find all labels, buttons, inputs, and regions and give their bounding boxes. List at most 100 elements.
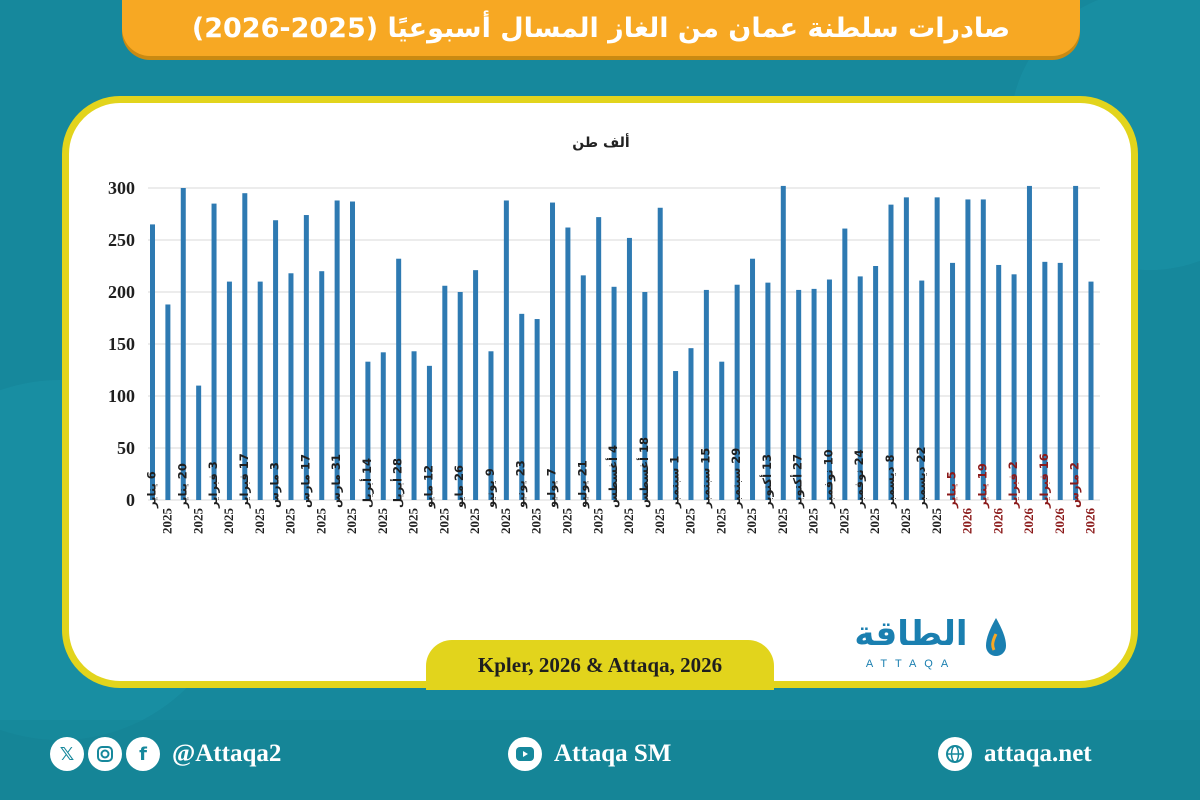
- x-icon[interactable]: 𝕏: [50, 737, 84, 771]
- bar: [1011, 274, 1017, 500]
- x-tick-year: 2025: [744, 508, 759, 535]
- x-tick-year: 2025: [375, 508, 390, 535]
- instagram-icon[interactable]: [88, 737, 122, 771]
- logo-english: ATTAQA: [865, 658, 957, 670]
- bar: [457, 292, 463, 500]
- bar: [411, 351, 417, 500]
- bar: [842, 228, 848, 500]
- bar: [165, 304, 171, 500]
- attaqa-logo: الطاقة ATTAQA: [836, 614, 1016, 680]
- bar: [626, 237, 632, 501]
- bar: [565, 227, 571, 500]
- bar: [288, 273, 294, 500]
- bar: [826, 279, 832, 500]
- bar: [1073, 185, 1079, 501]
- y-tick-label: 0: [126, 490, 135, 510]
- x-tick-year: 2025: [160, 508, 175, 535]
- x-tick-year: 2025: [898, 508, 913, 535]
- x-tick-year: 2025: [683, 508, 698, 535]
- x-tick-year: 2025: [806, 508, 821, 535]
- x-tick-date: 3 مارس: [268, 462, 282, 508]
- x-tick-date: 16 فبراير: [1037, 453, 1051, 509]
- bar: [688, 348, 694, 500]
- x-tick-date: 28 أبريل: [390, 458, 405, 508]
- x-tick-date: 15 سبتمبر: [698, 448, 712, 509]
- x-tick-year: 2025: [313, 508, 328, 535]
- bar: [442, 285, 448, 500]
- bar: [1057, 262, 1063, 500]
- globe-icon[interactable]: [938, 737, 972, 771]
- x-tick-year: 2025: [775, 508, 790, 535]
- x-tick-date: 14 أبريل: [359, 458, 374, 508]
- bar: [888, 204, 894, 500]
- bar: [980, 199, 986, 500]
- bar: [150, 224, 155, 500]
- x-tick-date: 7 يوليو: [545, 468, 560, 509]
- x-tick-year: 2025: [436, 508, 451, 535]
- x-tick-date: 1 سبتمبر: [668, 456, 682, 509]
- x-tick-year: 2026: [960, 508, 975, 535]
- x-tick-date: 26 مايو: [452, 465, 467, 509]
- x-tick-year: 2025: [498, 508, 513, 535]
- bar: [350, 201, 356, 500]
- chart-title: صادرات سلطنة عمان من الغاز المسال أسبوعي…: [191, 12, 1011, 44]
- x-tick-date: 24 نوفمبر: [852, 449, 867, 509]
- x-tick-date: 9 يونيو: [483, 468, 498, 509]
- bar: [719, 361, 725, 500]
- y-axis-label: ألف طن: [572, 133, 629, 151]
- youtube-icon[interactable]: [508, 737, 542, 771]
- title-banner: صادرات سلطنة عمان من الغاز المسال أسبوعي…: [122, 0, 1080, 56]
- x-tick-date: 4 أغسطس: [605, 445, 620, 508]
- bar: [765, 282, 771, 500]
- source-text: Kpler, 2026 & Attaqa, 2026: [477, 652, 723, 677]
- x-tick-year: 2025: [621, 508, 636, 535]
- x-tick-date: 8 ديسمبر: [883, 455, 897, 510]
- x-tick-date: 19 يناير: [975, 463, 989, 509]
- bar: [642, 292, 648, 500]
- x-tick-date: 6 يناير: [145, 471, 159, 509]
- x-tick-year: 2025: [652, 508, 667, 535]
- bar: [657, 207, 663, 500]
- bar: [550, 202, 556, 500]
- youtube-group: Attaqa SM: [508, 734, 671, 774]
- bar: [1042, 261, 1048, 500]
- bar: [750, 258, 756, 500]
- bar: [611, 286, 617, 500]
- bar: [796, 289, 802, 500]
- bar: [380, 352, 386, 500]
- y-tick-label: 250: [108, 230, 135, 250]
- x-tick-date: 29 سبتمبر: [729, 448, 743, 509]
- y-tick-label: 150: [108, 334, 135, 354]
- facebook-icon[interactable]: f: [126, 737, 160, 771]
- x-tick-year: 2026: [1021, 508, 1036, 535]
- x-tick-year: 2025: [929, 508, 944, 535]
- x-tick-date: 27 أكتوبر: [790, 454, 806, 509]
- bar: [903, 197, 909, 501]
- logo-arabic: الطاقة: [854, 614, 968, 654]
- x-tick-year: 2025: [529, 508, 544, 535]
- social-handle[interactable]: @Attaqa2: [172, 740, 282, 767]
- x-tick-date: 31 مارس: [329, 454, 343, 508]
- bar: [180, 188, 186, 500]
- website-group: attaqa.net: [938, 734, 1092, 774]
- x-tick-date: 17 مارس: [298, 454, 312, 508]
- youtube-channel[interactable]: Attaqa SM: [554, 740, 672, 767]
- x-tick-year: 2025: [560, 508, 575, 535]
- x-tick-date: 17 فبراير: [237, 453, 251, 509]
- x-tick-year: 2026: [990, 508, 1005, 535]
- website-link[interactable]: attaqa.net: [984, 740, 1092, 767]
- bar: [257, 281, 263, 500]
- x-tick-date: 22 ديسمبر: [914, 447, 928, 510]
